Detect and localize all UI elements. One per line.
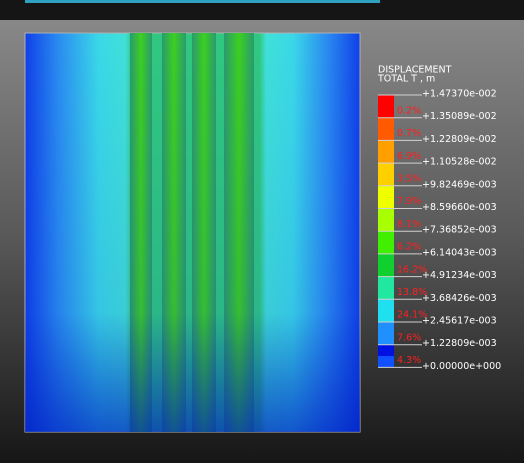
legend-band: [378, 186, 394, 209]
legend-band: [378, 254, 394, 277]
legend-percentage: 4.3%: [397, 355, 421, 366]
viewport: DISPLACEMENT TOTAL T , m 0.2%0.7%6.9%3.5…: [0, 0, 524, 463]
legend-level: +1.35089e-002: [422, 111, 497, 122]
legend-percentage: 6.9%: [397, 151, 421, 162]
legend-band: [378, 299, 394, 322]
legend-subtitle: TOTAL T , m: [377, 74, 435, 85]
legend-percentage: 0.2%: [397, 105, 421, 116]
legend-level: +4.91234e-003: [422, 270, 497, 281]
legend-percentage: 8.1%: [397, 219, 421, 230]
legend-level: +6.14043e-003: [422, 247, 497, 258]
legend-level: +1.22809e-002: [422, 134, 497, 145]
legend-level: +9.82469e-003: [422, 179, 497, 190]
legend-percentage: 7.9%: [397, 196, 421, 207]
legend-level: +2.45617e-003: [422, 316, 497, 327]
legend-percentage: 3.5%: [397, 173, 421, 184]
contour-plot: [25, 33, 360, 432]
legend-band: [378, 140, 394, 163]
legend-band: [378, 277, 394, 300]
legend-band: [378, 322, 394, 345]
legend-level: +1.10528e-002: [422, 157, 497, 168]
legend-band: [378, 345, 394, 356]
legend-level: +8.59660e-003: [422, 202, 497, 213]
legend-band: [378, 118, 394, 141]
legend-band: [378, 163, 394, 186]
top-strip: [25, 0, 380, 3]
legend-percentage: 6.2%: [397, 242, 421, 253]
legend-band: [378, 95, 394, 118]
legend-level: +0.00000e+000: [422, 361, 501, 372]
legend-band: [378, 209, 394, 232]
legend-level: +1.47370e-002: [422, 89, 497, 100]
legend-percentage: 0.7%: [397, 128, 421, 139]
legend-percentage: 7.6%: [397, 332, 421, 343]
legend-level: +7.36852e-003: [422, 225, 497, 236]
legend-band: [378, 231, 394, 254]
legend-level: +1.22809e-003: [422, 338, 497, 349]
legend-level: +3.68426e-003: [422, 293, 497, 304]
shade: [25, 33, 360, 432]
